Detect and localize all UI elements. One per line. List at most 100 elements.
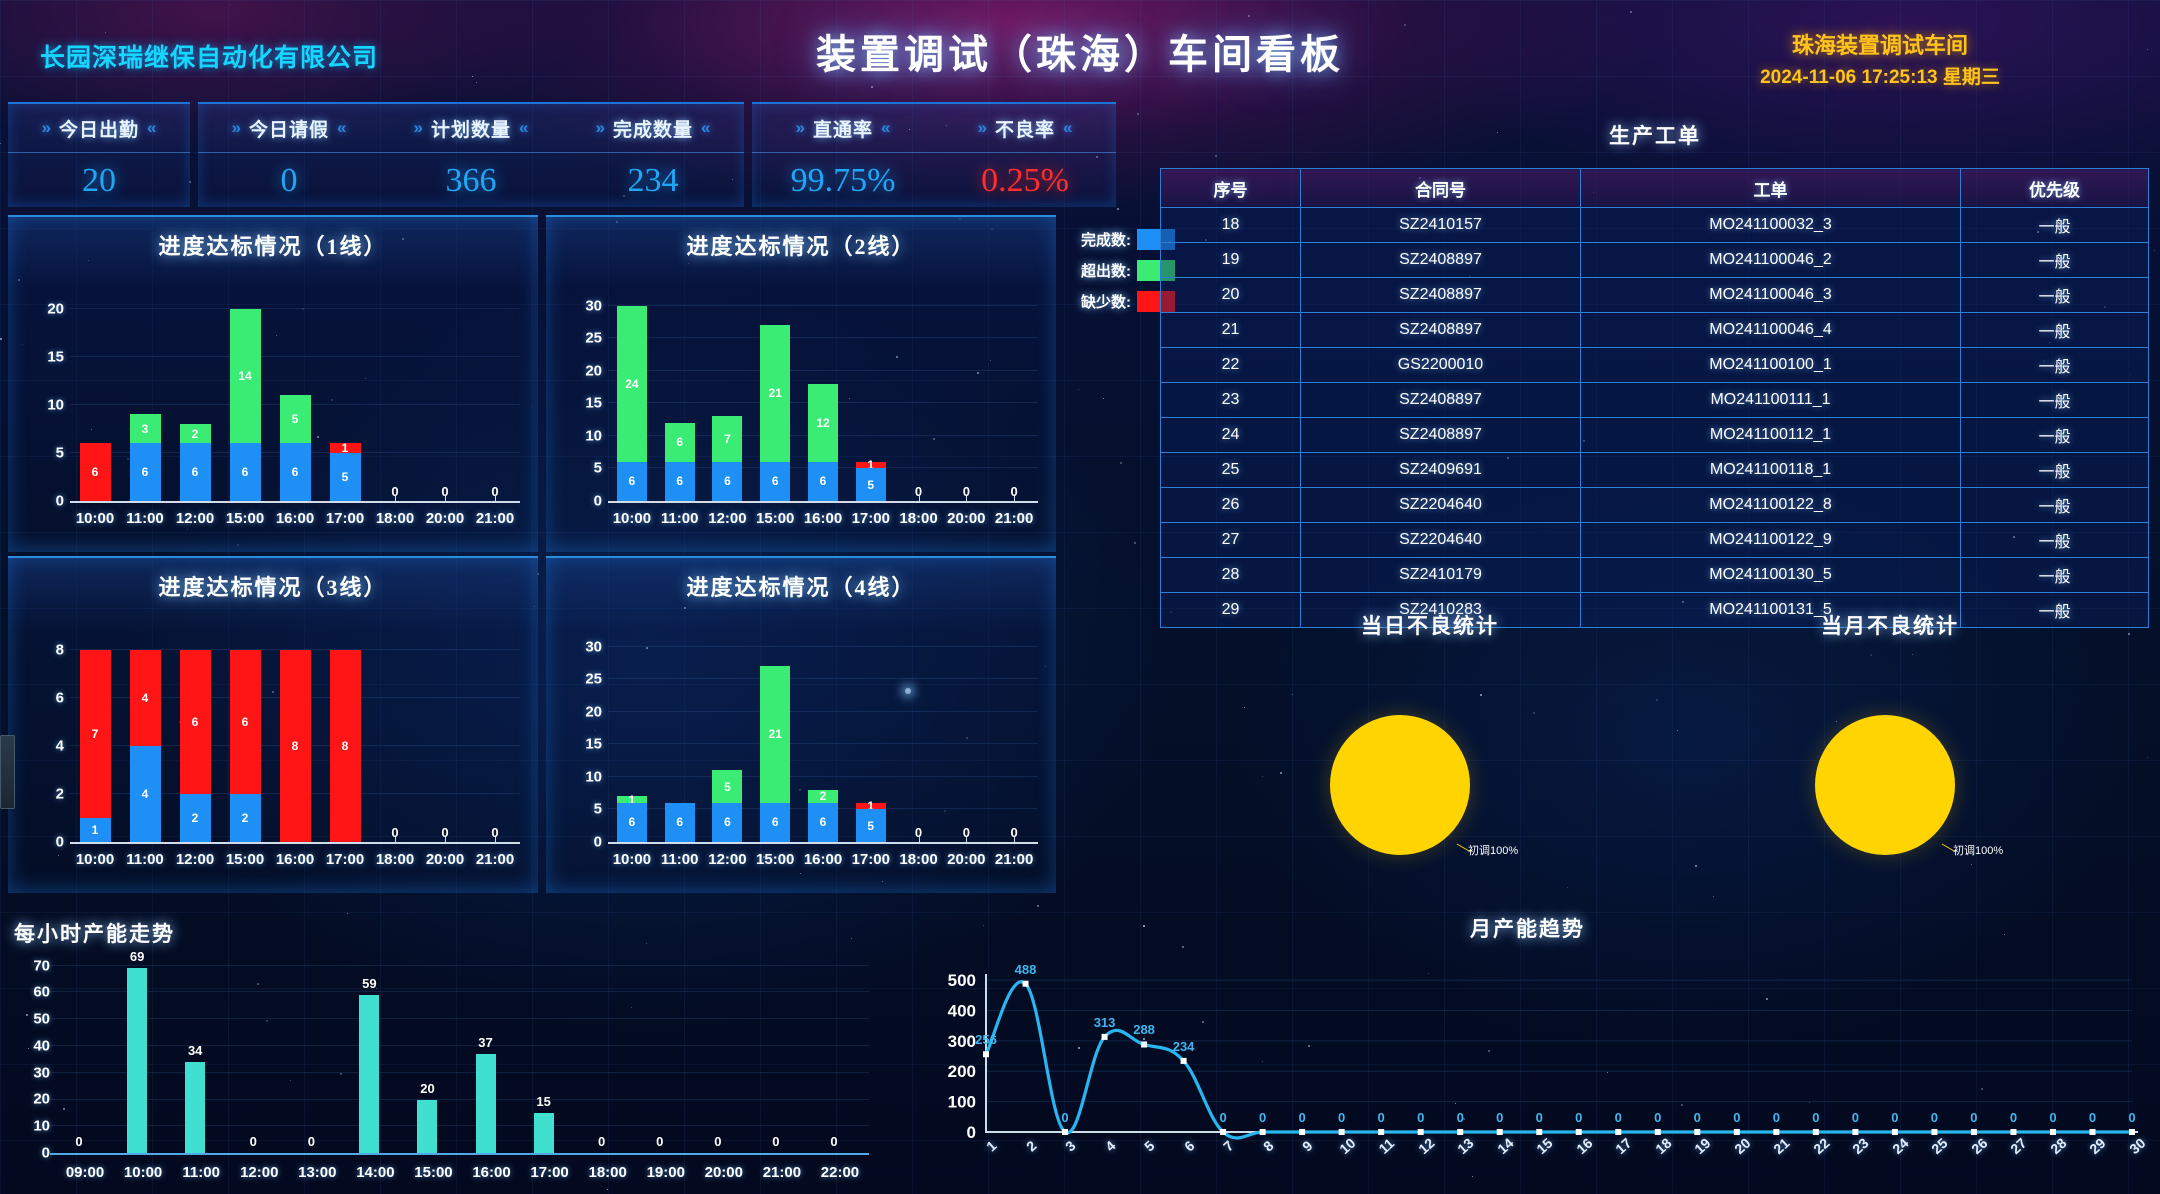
- work-orders-table[interactable]: 序号 合同号 工单 优先级 18 SZ2410157 MO241100032_3 一般 19 S…: [1160, 168, 2149, 628]
- table-cell: SZ2408897: [1300, 382, 1581, 418]
- chevron-right-icon: »: [231, 118, 241, 137]
- star: [290, 1080, 292, 1082]
- gridline: [608, 743, 1038, 745]
- kpi-card-3: » 计划数量 « 366: [380, 104, 562, 207]
- bar-value-label: 6: [771, 474, 779, 489]
- star: [340, 1073, 342, 1075]
- table-row[interactable]: 19 SZ2408897 MO241100046_2 一般: [1160, 242, 2149, 278]
- bar-column: [533, 1112, 554, 1153]
- table-row[interactable]: 24 SZ2408897 MO241100112_1 一般: [1160, 417, 2149, 453]
- bar-value-label: 6: [628, 815, 636, 830]
- bar-value-label: 6: [724, 474, 731, 489]
- bar-value-label: 0: [249, 1134, 257, 1149]
- star: [2128, 633, 2130, 635]
- bar-value-label: 15: [536, 1093, 551, 1109]
- x-tick-label: 16:00: [472, 1164, 511, 1181]
- bar-value-label: 5: [341, 469, 349, 484]
- gridline: [608, 710, 1038, 712]
- table-row[interactable]: 21 SZ2408897 MO241100046_4 一般: [1160, 312, 2149, 348]
- star: [732, 179, 733, 180]
- y-tick-label: 4: [55, 737, 64, 755]
- gridline: [70, 355, 520, 357]
- star: [347, 913, 348, 914]
- x-tick-label: 12:00: [175, 851, 215, 868]
- pie-label-defect-month: 初调100%: [1953, 845, 2004, 857]
- star: [983, 925, 984, 926]
- table-row[interactable]: 20 SZ2408897 MO241100046_3 一般: [1160, 277, 2149, 313]
- bar-value-label: 6: [241, 465, 249, 480]
- star: [607, 1189, 608, 1190]
- bar-value-label: 59: [362, 976, 377, 992]
- vertical-scrollbar[interactable]: [0, 735, 15, 809]
- table-row[interactable]: 22 GS2200010 MO241100100_1 一般: [1160, 347, 2149, 383]
- x-tick-label: 17:00: [851, 851, 890, 868]
- bar-value-label: 3: [141, 421, 149, 436]
- data-point: [1457, 1129, 1464, 1135]
- gridline: [50, 964, 869, 966]
- table-row[interactable]: 29 SZ2410283 MO241100131_5 一般: [1160, 592, 2149, 628]
- kpi-value: 20: [82, 162, 116, 199]
- y-tick-label: 0: [55, 833, 64, 851]
- star: [105, 32, 106, 33]
- y-tick-label: 30: [585, 638, 602, 656]
- bar-segment: 5: [855, 468, 886, 501]
- data-point-label: 0: [1970, 1110, 1978, 1125]
- kpi-head: » 完成数量 «: [562, 104, 744, 153]
- panel-line3-title: 进度达标情况（3线）: [158, 575, 388, 600]
- x-tick-label: 15:00: [225, 851, 265, 868]
- table-cell: 一般: [1960, 487, 2149, 523]
- star: [537, 573, 540, 576]
- panel-line1-title: 进度达标情况（1线）: [158, 234, 388, 259]
- bar-segment: 21: [760, 325, 791, 462]
- x-tick-label: 15:00: [756, 851, 795, 868]
- bar-value-label: 0: [307, 1134, 315, 1149]
- bar-column: [359, 995, 380, 1153]
- kpi-group-1: » 今日请假 « 0 » 计划数量 « 366 » 完成数量 « 234: [198, 102, 744, 207]
- x-tick-label: 18:00: [375, 510, 415, 527]
- gridline: [50, 1018, 869, 1020]
- data-point: [2049, 1129, 2056, 1135]
- bar-value-label: 2: [241, 810, 249, 825]
- chevron-left-icon: «: [701, 118, 711, 137]
- bar-value-label: 0: [491, 484, 499, 499]
- table-row[interactable]: 25 SZ2409691 MO241100118_1 一般: [1160, 452, 2149, 488]
- chevron-right-icon: »: [41, 118, 51, 137]
- bar-value-label: 2: [191, 810, 199, 825]
- bar-value-label: 24: [625, 376, 639, 391]
- y-tick-label: 20: [585, 362, 602, 380]
- x-tick-label: 17:00: [530, 1164, 569, 1181]
- table-row[interactable]: 23 SZ2408897 MO241100111_1 一般: [1160, 382, 2149, 418]
- plot-area: 1 6 6 5 6 21 6 2 6 1 5 0 0 0: [608, 640, 1038, 844]
- bar-column: 8: [279, 649, 311, 842]
- table-row[interactable]: 28 SZ2410179 MO241100130_5 一般: [1160, 557, 2149, 593]
- table-row[interactable]: 26 SZ2204640 MO241100122_8 一般: [1160, 487, 2149, 523]
- gridline: [608, 337, 1038, 339]
- bar-value-label: 5: [291, 412, 299, 427]
- data-point-label: 0: [1614, 1110, 1622, 1125]
- line-series: [984, 980, 2134, 1140]
- bar-value-label: 0: [830, 1134, 838, 1149]
- chart-monthly-capacity: 0 100 200 300 400 500 256 1 488 2 0 3 313 4 288 5 234 6 0 7…: [930, 950, 2149, 1180]
- axis-tick: [495, 496, 496, 501]
- kpi-group-2: » 直通率 « 99.75% » 不良率 « 0.25%: [752, 102, 1116, 207]
- table-cell: MO241100032_3: [1580, 207, 1961, 243]
- bar-value-label: 5: [867, 818, 875, 833]
- table-cell: SZ2410179: [1300, 557, 1581, 593]
- data-point-label: 0: [2088, 1110, 2097, 1125]
- table-row[interactable]: 18 SZ2410157 MO241100032_3 一般: [1160, 207, 2149, 243]
- star: [2147, 757, 2149, 759]
- star: [1681, 1104, 1683, 1106]
- data-point-label: 0: [1219, 1110, 1227, 1125]
- kpi-label: 直通率: [812, 119, 873, 141]
- table-row[interactable]: 27 SZ2204640 MO241100122_9 一般: [1160, 522, 2149, 558]
- bar-column: 21 6: [760, 666, 791, 842]
- x-tick-label: 20:00: [947, 510, 986, 527]
- bar-segment: 24: [616, 305, 647, 462]
- data-point-label: 488: [1014, 961, 1037, 977]
- star: [631, 1007, 633, 1009]
- bar-column: 6: [79, 443, 111, 501]
- star: [376, 988, 378, 990]
- bar-segment: 6: [808, 461, 838, 501]
- star: [2004, 934, 2006, 936]
- table-body[interactable]: 18 SZ2410157 MO241100032_3 一般 19 SZ2408897 MO2…: [1160, 207, 2149, 628]
